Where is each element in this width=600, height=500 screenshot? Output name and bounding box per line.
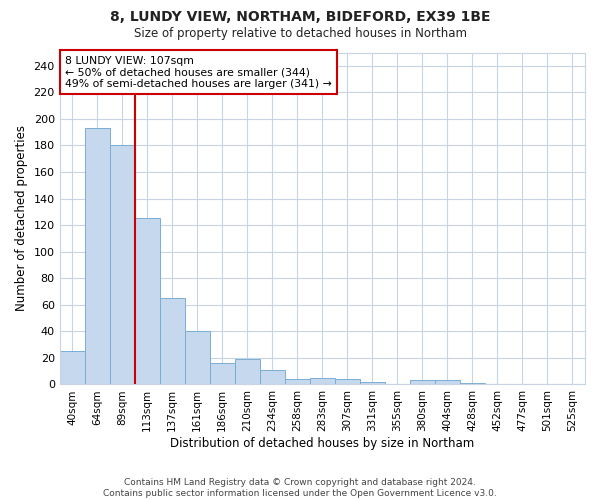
Y-axis label: Number of detached properties: Number of detached properties [15, 126, 28, 312]
Bar [260, 370, 285, 384]
Bar [460, 383, 485, 384]
Text: 8 LUNDY VIEW: 107sqm
← 50% of detached houses are smaller (344)
49% of semi-deta: 8 LUNDY VIEW: 107sqm ← 50% of detached h… [65, 56, 332, 89]
Bar [285, 379, 310, 384]
Text: Contains HM Land Registry data © Crown copyright and database right 2024.
Contai: Contains HM Land Registry data © Crown c… [103, 478, 497, 498]
Bar [85, 128, 110, 384]
Bar [135, 218, 160, 384]
Bar [335, 379, 360, 384]
Text: Size of property relative to detached houses in Northam: Size of property relative to detached ho… [133, 28, 467, 40]
Bar [235, 359, 260, 384]
X-axis label: Distribution of detached houses by size in Northam: Distribution of detached houses by size … [170, 437, 475, 450]
Bar [310, 378, 335, 384]
Bar [59, 352, 85, 384]
Bar [410, 380, 435, 384]
Bar [210, 363, 235, 384]
Bar [160, 298, 185, 384]
Bar [110, 146, 135, 384]
Bar [185, 332, 210, 384]
Bar [435, 380, 460, 384]
Bar [360, 382, 385, 384]
Text: 8, LUNDY VIEW, NORTHAM, BIDEFORD, EX39 1BE: 8, LUNDY VIEW, NORTHAM, BIDEFORD, EX39 1… [110, 10, 490, 24]
